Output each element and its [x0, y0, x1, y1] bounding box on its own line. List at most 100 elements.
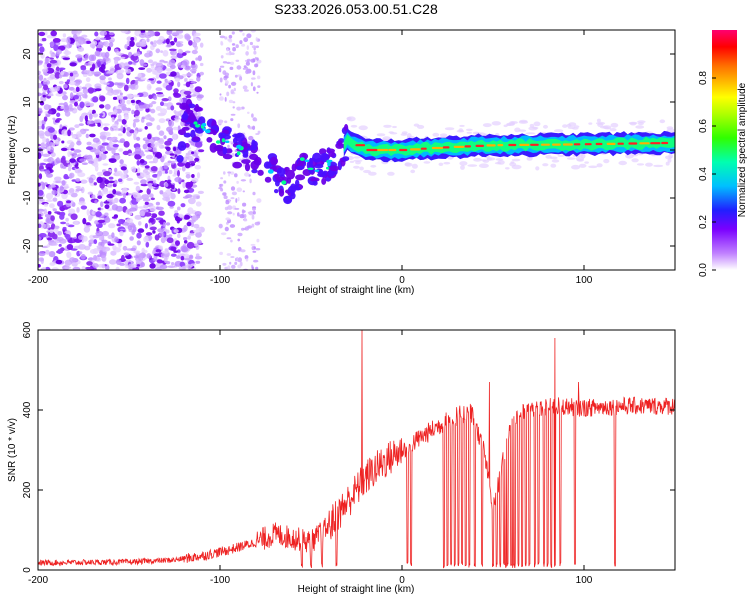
noise-cell	[88, 160, 94, 164]
noise-cell	[119, 103, 127, 107]
noise-cell	[78, 251, 83, 255]
noise-cell	[172, 126, 179, 131]
noise-cell	[142, 198, 151, 202]
signal-blob	[177, 141, 187, 151]
noise-cell	[252, 70, 256, 76]
noise-cell	[234, 207, 240, 210]
halo-cell	[392, 125, 397, 129]
halo-cell	[596, 118, 601, 123]
signal-blob	[283, 195, 293, 205]
signal-blob	[190, 129, 196, 139]
noise-cell	[195, 57, 199, 61]
noise-cell	[195, 231, 202, 238]
noise-cell	[38, 108, 43, 115]
noise-cell	[170, 184, 175, 190]
noise-cell	[185, 65, 190, 70]
noise-cell	[170, 71, 177, 77]
noise-cell	[112, 96, 118, 100]
noise-cell	[50, 152, 56, 158]
halo-cell	[667, 158, 672, 163]
noise-cell	[44, 170, 51, 174]
halo-cell	[588, 122, 593, 125]
noise-cell	[251, 214, 255, 220]
noise-cell	[195, 260, 201, 264]
noise-cell	[103, 188, 107, 194]
noise-cell	[126, 177, 134, 181]
colorbar-tick-label: 0.0	[698, 263, 709, 277]
noise-cell	[69, 173, 73, 179]
halo-cell	[595, 121, 606, 125]
noise-cell	[246, 45, 249, 50]
noise-cell	[117, 114, 122, 121]
halo-cell	[411, 163, 418, 169]
noise-cell	[196, 239, 202, 245]
signal-blob	[321, 177, 327, 185]
noise-cell	[115, 51, 121, 56]
signal-blob	[263, 161, 272, 169]
noise-cell	[251, 77, 256, 80]
spectrogram-xtick-label: 0	[399, 275, 405, 286]
halo-cell	[610, 122, 619, 128]
noise-cell	[48, 184, 57, 188]
snr-line	[38, 330, 675, 569]
noise-cell	[72, 266, 81, 270]
noise-cell	[99, 37, 107, 41]
noise-cell	[185, 81, 191, 88]
noise-cell	[56, 236, 64, 242]
noise-cell	[181, 246, 189, 253]
noise-cell	[169, 153, 175, 156]
noise-cell	[193, 34, 197, 41]
noise-cell	[138, 129, 142, 132]
noise-cell	[218, 67, 222, 73]
noise-cell	[122, 150, 130, 156]
noise-cell	[126, 107, 132, 112]
noise-cell	[63, 185, 70, 189]
noise-cell	[181, 165, 186, 172]
noise-cell	[193, 223, 200, 229]
noise-cell	[99, 113, 104, 116]
halo-cell	[588, 165, 598, 169]
noise-cell	[126, 40, 130, 46]
noise-cell	[175, 42, 184, 47]
noise-cell	[102, 163, 109, 166]
noise-cell	[170, 192, 176, 200]
noise-cell	[161, 170, 167, 175]
noise-cell	[235, 198, 238, 203]
signal-core	[193, 121, 198, 125]
noise-cell	[99, 75, 106, 81]
noise-cell	[41, 267, 46, 270]
noise-cell	[164, 182, 169, 188]
noise-cell	[44, 213, 52, 218]
noise-cell	[82, 128, 90, 132]
noise-cell	[97, 195, 103, 199]
signal-blob	[250, 160, 259, 170]
noise-cell	[254, 118, 258, 122]
halo-cell	[618, 160, 627, 166]
noise-cell	[230, 113, 236, 116]
noise-cell	[241, 43, 246, 47]
halo-cell	[518, 120, 529, 124]
halo-cell	[400, 133, 408, 136]
noise-cell	[107, 46, 111, 52]
noise-cell	[252, 191, 256, 196]
snr-ticks: -200 -100 0 100 0 200 400 600	[22, 321, 675, 586]
noise-cell	[119, 56, 126, 60]
noise-cell	[155, 206, 164, 211]
noise-cell	[95, 37, 100, 41]
noise-cell	[199, 71, 204, 76]
noise-cell	[242, 85, 248, 90]
noise-cell	[61, 129, 69, 136]
noise-cell	[162, 196, 170, 201]
noise-cell	[194, 141, 203, 148]
noise-cell	[174, 111, 180, 116]
noise-cell	[99, 104, 105, 109]
noise-cell	[133, 250, 141, 254]
halo-cell	[506, 122, 515, 127]
noise-cell	[124, 44, 128, 50]
noise-cell	[133, 181, 140, 185]
noise-cell	[56, 49, 62, 55]
noise-cell	[88, 177, 94, 184]
noise-cell	[153, 31, 161, 37]
noise-cell	[146, 147, 152, 150]
noise-cell	[232, 101, 236, 104]
